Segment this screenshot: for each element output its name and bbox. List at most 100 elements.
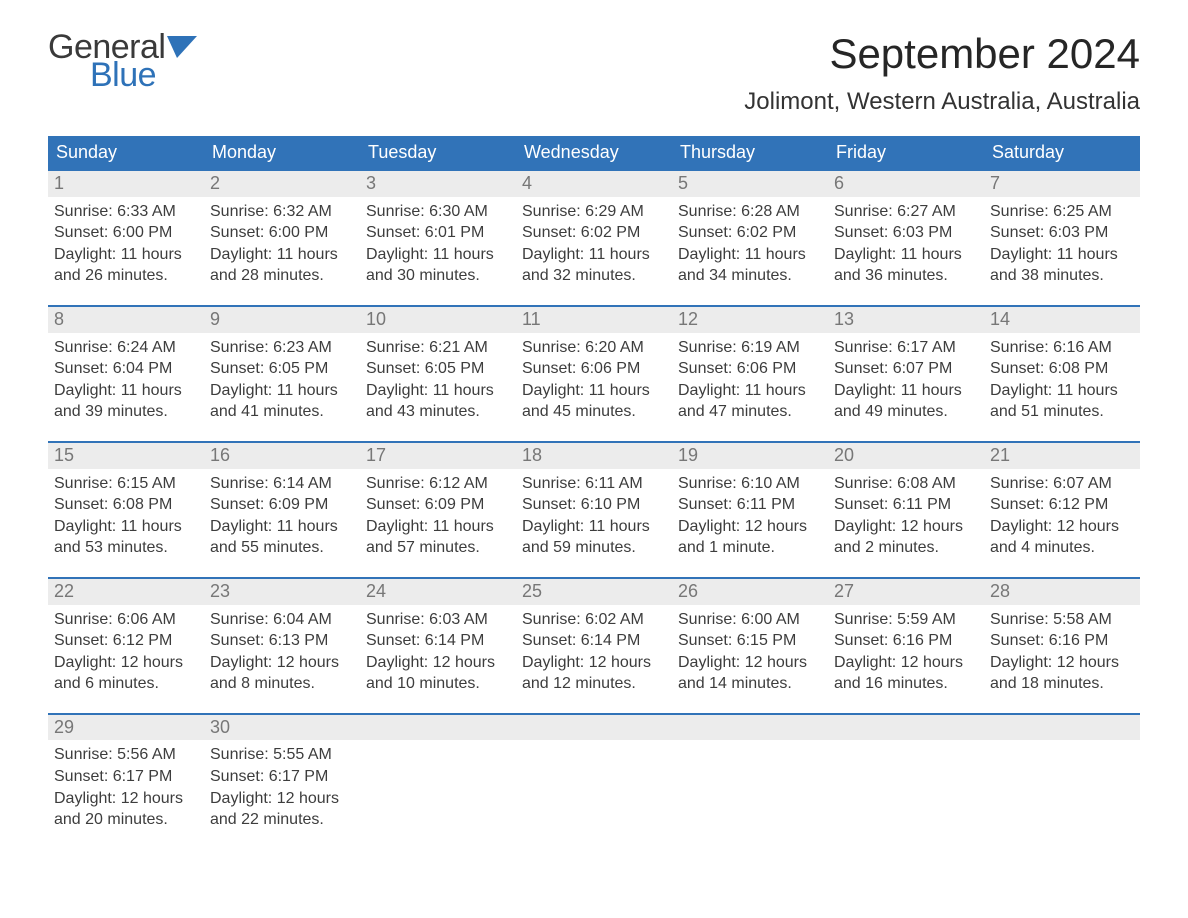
sunset-text: Sunset: 6:11 PM xyxy=(834,494,978,516)
calendar-week: 1Sunrise: 6:33 AMSunset: 6:00 PMDaylight… xyxy=(48,169,1140,293)
daylight-text: Daylight: 11 hours and 57 minutes. xyxy=(366,516,510,559)
calendar-day: 5Sunrise: 6:28 AMSunset: 6:02 PMDaylight… xyxy=(672,169,828,293)
day-number: 8 xyxy=(48,305,204,333)
sunset-text: Sunset: 6:16 PM xyxy=(990,630,1134,652)
sunrise-text: Sunrise: 6:15 AM xyxy=(54,473,198,495)
daylight-text: Daylight: 11 hours and 51 minutes. xyxy=(990,380,1134,423)
calendar-day: 13Sunrise: 6:17 AMSunset: 6:07 PMDayligh… xyxy=(828,305,984,429)
sunset-text: Sunset: 6:09 PM xyxy=(366,494,510,516)
day-details xyxy=(672,740,828,750)
day-details: Sunrise: 6:21 AMSunset: 6:05 PMDaylight:… xyxy=(360,333,516,429)
weekday-header: Sunday xyxy=(48,136,204,169)
calendar-day xyxy=(360,713,516,837)
sunrise-text: Sunrise: 6:06 AM xyxy=(54,609,198,631)
daylight-text: Daylight: 11 hours and 32 minutes. xyxy=(522,244,666,287)
logo-text-blue: Blue xyxy=(90,58,197,92)
day-number: 28 xyxy=(984,577,1140,605)
daylight-text: Daylight: 12 hours and 12 minutes. xyxy=(522,652,666,695)
daylight-text: Daylight: 12 hours and 1 minute. xyxy=(678,516,822,559)
calendar-day: 15Sunrise: 6:15 AMSunset: 6:08 PMDayligh… xyxy=(48,441,204,565)
calendar-day: 1Sunrise: 6:33 AMSunset: 6:00 PMDaylight… xyxy=(48,169,204,293)
calendar-day: 17Sunrise: 6:12 AMSunset: 6:09 PMDayligh… xyxy=(360,441,516,565)
sunrise-text: Sunrise: 6:02 AM xyxy=(522,609,666,631)
sunset-text: Sunset: 6:12 PM xyxy=(990,494,1134,516)
day-details: Sunrise: 6:29 AMSunset: 6:02 PMDaylight:… xyxy=(516,197,672,293)
sunrise-text: Sunrise: 5:55 AM xyxy=(210,744,354,766)
day-number: 25 xyxy=(516,577,672,605)
calendar-day: 18Sunrise: 6:11 AMSunset: 6:10 PMDayligh… xyxy=(516,441,672,565)
sunset-text: Sunset: 6:01 PM xyxy=(366,222,510,244)
day-details: Sunrise: 5:56 AMSunset: 6:17 PMDaylight:… xyxy=(48,740,204,836)
sunrise-text: Sunrise: 6:00 AM xyxy=(678,609,822,631)
day-details: Sunrise: 6:27 AMSunset: 6:03 PMDaylight:… xyxy=(828,197,984,293)
sunset-text: Sunset: 6:14 PM xyxy=(366,630,510,652)
location-text: Jolimont, Western Australia, Australia xyxy=(744,88,1140,116)
day-details: Sunrise: 6:10 AMSunset: 6:11 PMDaylight:… xyxy=(672,469,828,565)
day-details: Sunrise: 6:06 AMSunset: 6:12 PMDaylight:… xyxy=(48,605,204,701)
day-number xyxy=(984,713,1140,741)
sunrise-text: Sunrise: 6:20 AM xyxy=(522,337,666,359)
sunset-text: Sunset: 6:10 PM xyxy=(522,494,666,516)
day-details: Sunrise: 6:07 AMSunset: 6:12 PMDaylight:… xyxy=(984,469,1140,565)
sunrise-text: Sunrise: 6:19 AM xyxy=(678,337,822,359)
day-details: Sunrise: 6:03 AMSunset: 6:14 PMDaylight:… xyxy=(360,605,516,701)
header-block: General Blue September 2024 Jolimont, We… xyxy=(48,30,1140,130)
day-number: 27 xyxy=(828,577,984,605)
calendar-week: 29Sunrise: 5:56 AMSunset: 6:17 PMDayligh… xyxy=(48,713,1140,837)
day-details: Sunrise: 6:20 AMSunset: 6:06 PMDaylight:… xyxy=(516,333,672,429)
daylight-text: Daylight: 11 hours and 36 minutes. xyxy=(834,244,978,287)
sunset-text: Sunset: 6:06 PM xyxy=(678,358,822,380)
day-details xyxy=(360,740,516,750)
sunrise-text: Sunrise: 6:12 AM xyxy=(366,473,510,495)
day-number xyxy=(360,713,516,741)
weekday-header: Saturday xyxy=(984,136,1140,169)
daylight-text: Daylight: 11 hours and 26 minutes. xyxy=(54,244,198,287)
calendar-day: 6Sunrise: 6:27 AMSunset: 6:03 PMDaylight… xyxy=(828,169,984,293)
month-title: September 2024 xyxy=(744,30,1140,78)
daylight-text: Daylight: 11 hours and 34 minutes. xyxy=(678,244,822,287)
calendar-day: 25Sunrise: 6:02 AMSunset: 6:14 PMDayligh… xyxy=(516,577,672,701)
calendar-day: 27Sunrise: 5:59 AMSunset: 6:16 PMDayligh… xyxy=(828,577,984,701)
calendar-day: 7Sunrise: 6:25 AMSunset: 6:03 PMDaylight… xyxy=(984,169,1140,293)
calendar-day: 3Sunrise: 6:30 AMSunset: 6:01 PMDaylight… xyxy=(360,169,516,293)
sunset-text: Sunset: 6:11 PM xyxy=(678,494,822,516)
sunrise-text: Sunrise: 6:23 AM xyxy=(210,337,354,359)
day-details xyxy=(516,740,672,750)
daylight-text: Daylight: 11 hours and 30 minutes. xyxy=(366,244,510,287)
day-number: 19 xyxy=(672,441,828,469)
sunrise-text: Sunrise: 5:59 AM xyxy=(834,609,978,631)
sunset-text: Sunset: 6:05 PM xyxy=(210,358,354,380)
calendar-day: 28Sunrise: 5:58 AMSunset: 6:16 PMDayligh… xyxy=(984,577,1140,701)
sunrise-text: Sunrise: 5:58 AM xyxy=(990,609,1134,631)
day-details: Sunrise: 5:58 AMSunset: 6:16 PMDaylight:… xyxy=(984,605,1140,701)
sunrise-text: Sunrise: 6:11 AM xyxy=(522,473,666,495)
daylight-text: Daylight: 11 hours and 45 minutes. xyxy=(522,380,666,423)
day-details: Sunrise: 5:59 AMSunset: 6:16 PMDaylight:… xyxy=(828,605,984,701)
day-details: Sunrise: 6:32 AMSunset: 6:00 PMDaylight:… xyxy=(204,197,360,293)
day-details: Sunrise: 6:23 AMSunset: 6:05 PMDaylight:… xyxy=(204,333,360,429)
sunset-text: Sunset: 6:16 PM xyxy=(834,630,978,652)
day-number: 18 xyxy=(516,441,672,469)
day-details: Sunrise: 6:00 AMSunset: 6:15 PMDaylight:… xyxy=(672,605,828,701)
day-number: 12 xyxy=(672,305,828,333)
calendar-day: 9Sunrise: 6:23 AMSunset: 6:05 PMDaylight… xyxy=(204,305,360,429)
sunrise-text: Sunrise: 5:56 AM xyxy=(54,744,198,766)
calendar-day xyxy=(516,713,672,837)
sunrise-text: Sunrise: 6:03 AM xyxy=(366,609,510,631)
weekday-header: Tuesday xyxy=(360,136,516,169)
daylight-text: Daylight: 11 hours and 28 minutes. xyxy=(210,244,354,287)
sunset-text: Sunset: 6:00 PM xyxy=(210,222,354,244)
calendar-day xyxy=(828,713,984,837)
weekday-header: Thursday xyxy=(672,136,828,169)
sunrise-text: Sunrise: 6:28 AM xyxy=(678,201,822,223)
day-details: Sunrise: 6:25 AMSunset: 6:03 PMDaylight:… xyxy=(984,197,1140,293)
sunset-text: Sunset: 6:13 PM xyxy=(210,630,354,652)
day-details xyxy=(984,740,1140,750)
day-details: Sunrise: 6:28 AMSunset: 6:02 PMDaylight:… xyxy=(672,197,828,293)
daylight-text: Daylight: 11 hours and 49 minutes. xyxy=(834,380,978,423)
calendar-day: 22Sunrise: 6:06 AMSunset: 6:12 PMDayligh… xyxy=(48,577,204,701)
calendar-day: 19Sunrise: 6:10 AMSunset: 6:11 PMDayligh… xyxy=(672,441,828,565)
calendar-day: 8Sunrise: 6:24 AMSunset: 6:04 PMDaylight… xyxy=(48,305,204,429)
day-number: 23 xyxy=(204,577,360,605)
sunset-text: Sunset: 6:03 PM xyxy=(834,222,978,244)
